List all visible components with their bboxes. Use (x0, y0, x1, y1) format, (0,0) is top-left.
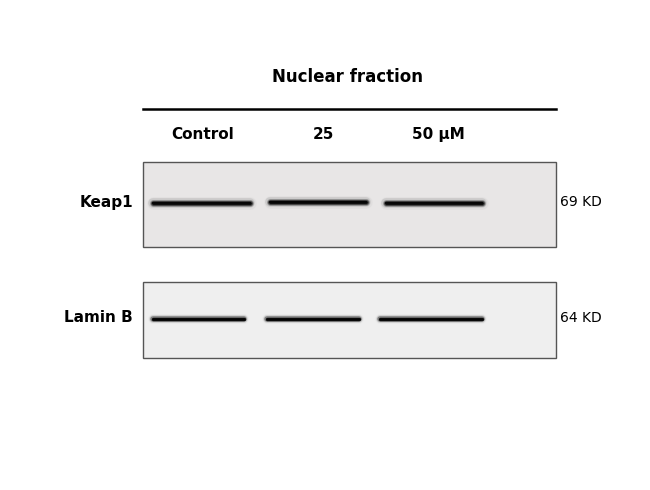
Text: 64 KD: 64 KD (560, 311, 602, 324)
Text: 50 μM: 50 μM (412, 127, 465, 142)
Text: Control: Control (172, 127, 234, 142)
Bar (143, 162, 556, 247)
Text: Lamin B: Lamin B (64, 310, 133, 325)
Bar (143, 282, 556, 358)
Text: 69 KD: 69 KD (560, 196, 602, 209)
Text: Keap1: Keap1 (79, 195, 133, 210)
Text: Nuclear fraction: Nuclear fraction (272, 68, 423, 86)
Text: 25: 25 (313, 127, 333, 142)
